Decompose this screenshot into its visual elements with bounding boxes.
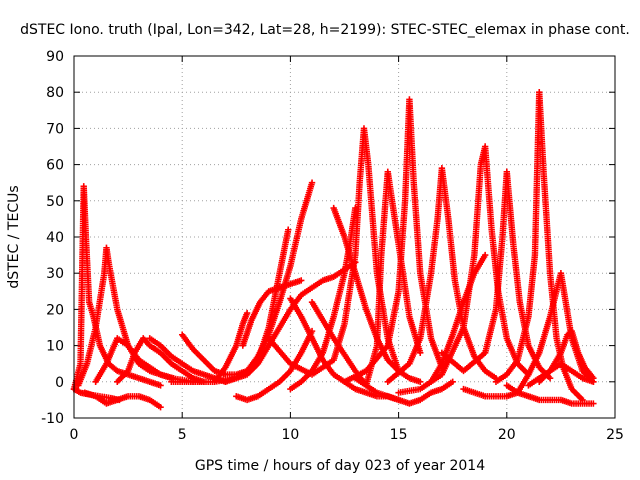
y-tick-label: 60 [46, 158, 64, 174]
data-point [546, 374, 554, 382]
data-point [298, 277, 305, 284]
series-sat-18 [308, 168, 424, 389]
series-sat-13 [239, 277, 305, 349]
series-sat-21 [384, 165, 500, 385]
y-tick-label: 80 [46, 85, 64, 101]
x-tick-label: 20 [498, 427, 516, 443]
series-sat-17 [330, 204, 424, 385]
data-point [157, 382, 164, 389]
data-point [481, 251, 489, 259]
series-sat-23 [427, 251, 489, 385]
data-point [157, 403, 164, 411]
y-tick-label: 70 [46, 121, 64, 137]
y-tick-label: 0 [55, 375, 64, 391]
series-sat-6 [114, 335, 208, 385]
series-sat-25 [460, 270, 597, 400]
series-sat-19 [341, 96, 446, 385]
series-sat-8 [179, 226, 292, 378]
series-sat-24 [438, 168, 554, 382]
data-point [243, 309, 251, 317]
y-tick-label: 20 [46, 302, 64, 318]
x-tick-label: 15 [390, 427, 408, 443]
x-tick-label: 10 [281, 427, 299, 443]
y-tick-label: -10 [41, 411, 64, 427]
x-tick-label: 5 [178, 427, 187, 443]
series-sat-20 [352, 374, 456, 407]
x-tick-label: 25 [606, 427, 624, 443]
data-point [449, 378, 456, 385]
x-axis-title: GPS time / hours of day 023 of year 2014 [195, 458, 485, 474]
y-tick-label: 50 [46, 194, 64, 210]
data-point [417, 349, 424, 357]
y-tick-label: 10 [46, 339, 64, 355]
y-tick-label: 40 [46, 230, 64, 246]
y-tick-label: 90 [46, 49, 64, 65]
y-axis-title: dSTEC / TECUs [6, 185, 22, 288]
data-point [308, 179, 316, 186]
axis-ticks: 0 5 10 15 20 25 -10 0 10 20 30 40 50 60 70 80 90 [41, 49, 624, 443]
series-sat-16 [287, 204, 359, 393]
data-point [116, 396, 123, 404]
data-points [70, 89, 597, 411]
series-sat-22 [395, 143, 532, 396]
chart-title: dSTEC Iono. truth (Ipal, Lon=342, Lat=28… [20, 22, 630, 38]
data-point [417, 378, 424, 385]
data-point [285, 226, 292, 233]
y-tick-label: 30 [46, 266, 64, 282]
x-tick-label: 0 [70, 427, 79, 443]
series-sat-27 [503, 382, 597, 407]
data-point [352, 204, 359, 212]
series-sat-10 [211, 309, 251, 385]
